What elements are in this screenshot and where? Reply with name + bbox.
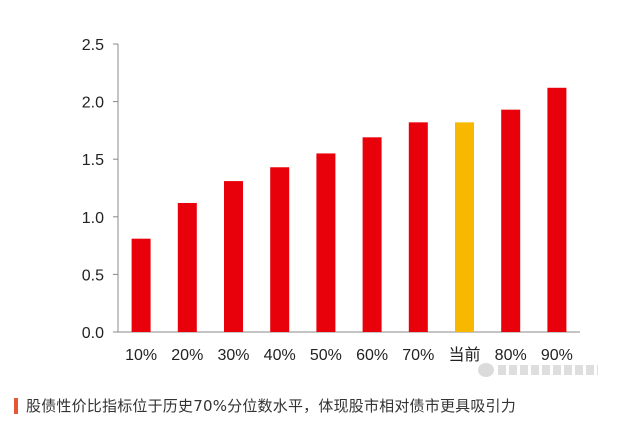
bar-chart: 0.0 0.5 1.0 1.5 2.0 2.5 10% 20% 30% 40% 50% 60% 70%… (82, 37, 580, 364)
x-tick-label: 60% (356, 347, 388, 364)
bar-8 (455, 122, 474, 332)
bar-1 (131, 238, 151, 332)
bar-10 (547, 87, 567, 332)
bar-7 (408, 122, 428, 332)
x-tick-label: 50% (310, 347, 342, 364)
x-tick-label: 90% (541, 347, 573, 364)
bar-9 (501, 109, 521, 332)
y-tick-label: 1.5 (82, 152, 104, 169)
y-tick-label: 1.0 (82, 210, 104, 227)
watermark-logo (478, 360, 598, 380)
bars-group (131, 87, 567, 332)
y-tick-label: 2.5 (82, 37, 104, 54)
x-tick-label: 20% (171, 347, 203, 364)
x-axis-labels: 10% 20% 30% 40% 50% 60% 70% 当前 80% 90% (125, 346, 573, 364)
x-tick-label: 30% (217, 347, 249, 364)
x-tick-label: 10% (125, 347, 157, 364)
bar-3 (224, 181, 243, 332)
watermark-icon (478, 363, 494, 377)
bar-2 (177, 202, 197, 332)
y-axis-ticks: 0.0 0.5 1.0 1.5 2.0 2.5 (82, 37, 118, 342)
x-tick-label: 80% (495, 347, 527, 364)
caption-marker (14, 397, 18, 414)
x-tick-label: 40% (264, 347, 296, 364)
watermark-text-mark (498, 365, 598, 375)
y-tick-label: 0.0 (82, 325, 104, 342)
y-tick-label: 0.5 (82, 267, 104, 284)
figure-caption: 股债性价比指标位于历史70%分位数水平，体现股市相对债市更具吸引力 (26, 397, 516, 415)
x-tick-label: 当前 (448, 346, 480, 364)
bar-6 (362, 137, 382, 332)
bar-4 (270, 167, 290, 332)
y-tick-label: 2.0 (82, 95, 104, 112)
x-tick-label: 70% (402, 347, 434, 364)
caption-row: 股债性价比指标位于历史70%分位数水平，体现股市相对债市更具吸引力 (14, 395, 516, 416)
bar-5 (316, 153, 336, 332)
